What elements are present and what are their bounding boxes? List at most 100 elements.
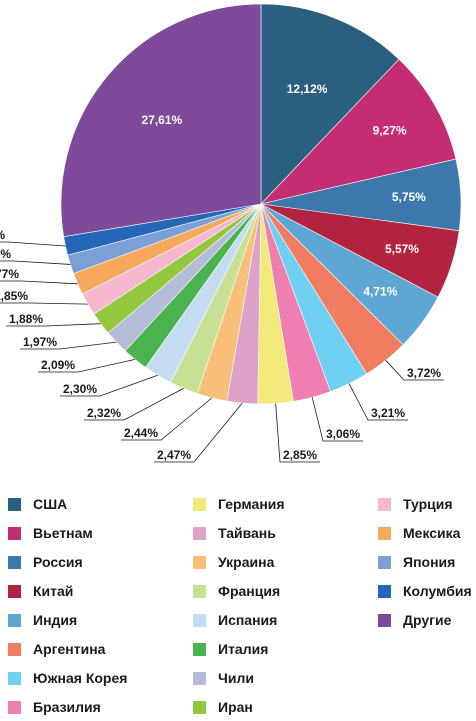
legend-item-чили: Чили <box>193 664 254 692</box>
legend-label: США <box>33 496 68 512</box>
legend-swatch <box>193 584 206 598</box>
legend-swatch <box>193 497 206 511</box>
legend-item-сша: США <box>8 490 67 518</box>
leader-line-турция <box>0 302 88 305</box>
data-label-иран: 1,88% <box>9 312 43 326</box>
legend-swatch <box>193 555 206 569</box>
leader-line-украина <box>121 397 213 441</box>
legend-label: Колумбия <box>403 583 472 599</box>
legend-item-россия: Россия <box>8 548 83 576</box>
legend-item-колумбия: Колумбия <box>378 577 472 605</box>
legend-label: Германия <box>218 496 285 512</box>
legend-item-другие: Другие <box>378 606 451 634</box>
data-label-япония: 1,53% <box>0 247 11 261</box>
data-label-китай: 5,57% <box>385 242 419 256</box>
legend-swatch <box>8 497 21 511</box>
legend-label: Испания <box>218 612 278 628</box>
legend-swatch <box>378 584 391 598</box>
legend-swatch <box>193 671 206 685</box>
legend-label: Мексика <box>403 525 461 541</box>
leader-line-италия <box>38 359 136 373</box>
legend-item-испания: Испания <box>193 606 277 634</box>
legend-label: Япония <box>403 554 456 570</box>
data-label-мексика: 1,77% <box>0 267 19 281</box>
legend-swatch <box>378 555 391 569</box>
legend-label: Индия <box>33 612 78 628</box>
legend-label: Китай <box>33 583 74 599</box>
leader-line-колумбия <box>0 241 66 247</box>
data-label-украина: 2,44% <box>124 426 158 440</box>
legend-swatch <box>8 555 21 569</box>
legend-label: Иран <box>218 699 253 715</box>
legend-label: Чили <box>218 670 254 686</box>
data-label-южная-корея: 3,21% <box>371 406 405 420</box>
leader-line-тайвань <box>154 402 243 463</box>
legend-item-франция: Франция <box>193 577 280 605</box>
leader-line-япония <box>0 260 71 265</box>
data-label-колумбия: 1,51% <box>0 228 5 242</box>
legend-item-япония: Япония <box>378 548 455 576</box>
data-label-бразилия: 3,06% <box>326 427 360 441</box>
leader-line-германия <box>275 403 320 463</box>
legend-label: Аргентина <box>33 641 106 657</box>
data-label-россия: 5,75% <box>392 190 426 204</box>
data-label-аргентина: 3,72% <box>407 366 441 380</box>
pie-chart: 12,12% 9,27% 5,75% 5,57% 4,71% 3,72% 3,21% 3,06… <box>0 3 462 463</box>
legend-swatch <box>8 700 21 714</box>
legend-label: Россия <box>33 554 83 570</box>
legend-swatch <box>8 613 21 627</box>
leader-line-бразилия <box>311 397 363 442</box>
legend-swatch <box>193 700 206 714</box>
legend-swatch <box>378 497 391 511</box>
data-label-тайвань: 2,47% <box>157 448 191 462</box>
legend-item-южная-корея: Южная Корея <box>8 664 127 692</box>
pie-slice-сша <box>260 3 400 205</box>
leader-line-франция <box>84 388 184 421</box>
legend-label: Украина <box>218 554 275 570</box>
data-label-италия: 2,09% <box>41 358 75 372</box>
data-label-испания: 2,30% <box>63 382 97 396</box>
data-label-индия: 4,71% <box>363 284 397 298</box>
leader-line-мексика <box>0 280 78 285</box>
legend-label: Франция <box>218 583 281 599</box>
legend-item-вьетнам: Вьетнам <box>8 519 93 547</box>
legend-item-турция: Турция <box>378 490 453 518</box>
legend-swatch <box>193 642 206 656</box>
leader-line-испания <box>60 374 158 397</box>
legend-item-китай: Китай <box>8 577 73 605</box>
legend: США Вьетнам Россия Китай Индия Аргентина Южная… <box>0 488 476 715</box>
pie-slice-вьетнам <box>260 58 457 205</box>
legend-item-аргентина: Аргентина <box>8 635 105 663</box>
legend-item-украина: Украина <box>193 548 274 576</box>
legend-swatch <box>193 613 206 627</box>
legend-item-италия: Италия <box>193 635 268 663</box>
legend-item-бразилия: Бразилия <box>8 693 101 721</box>
legend-label: Другие <box>403 612 452 628</box>
legend-swatch <box>8 671 21 685</box>
legend-item-иран: Иран <box>193 693 253 721</box>
legend-item-мексика: Мексика <box>378 519 460 547</box>
data-label-германия: 2,85% <box>283 448 317 462</box>
legend-label: Южная Корея <box>33 670 128 686</box>
leader-line-иран <box>6 323 101 327</box>
leader-line-южная-корея <box>348 383 408 421</box>
data-label-турция: 1,85% <box>0 289 28 303</box>
legend-swatch <box>378 613 391 627</box>
legend-item-германия: Германия <box>193 490 285 518</box>
legend-label: Италия <box>218 641 269 657</box>
leader-line-аргентина <box>385 360 444 381</box>
legend-label: Вьетнам <box>33 525 93 541</box>
legend-swatch <box>193 526 206 540</box>
legend-item-тайвань: Тайвань <box>193 519 276 547</box>
legend-label: Тайвань <box>218 525 276 541</box>
pie-slice-другие <box>60 3 262 237</box>
legend-swatch <box>8 584 21 598</box>
legend-swatch <box>8 642 21 656</box>
data-label-другие: 27,61% <box>142 113 183 127</box>
legend-label: Бразилия <box>33 699 101 715</box>
legend-swatch <box>378 526 391 540</box>
data-label-франция: 2,32% <box>87 406 121 420</box>
data-label-вьетнам: 9,27% <box>373 124 407 138</box>
legend-label: Турция <box>403 496 453 512</box>
